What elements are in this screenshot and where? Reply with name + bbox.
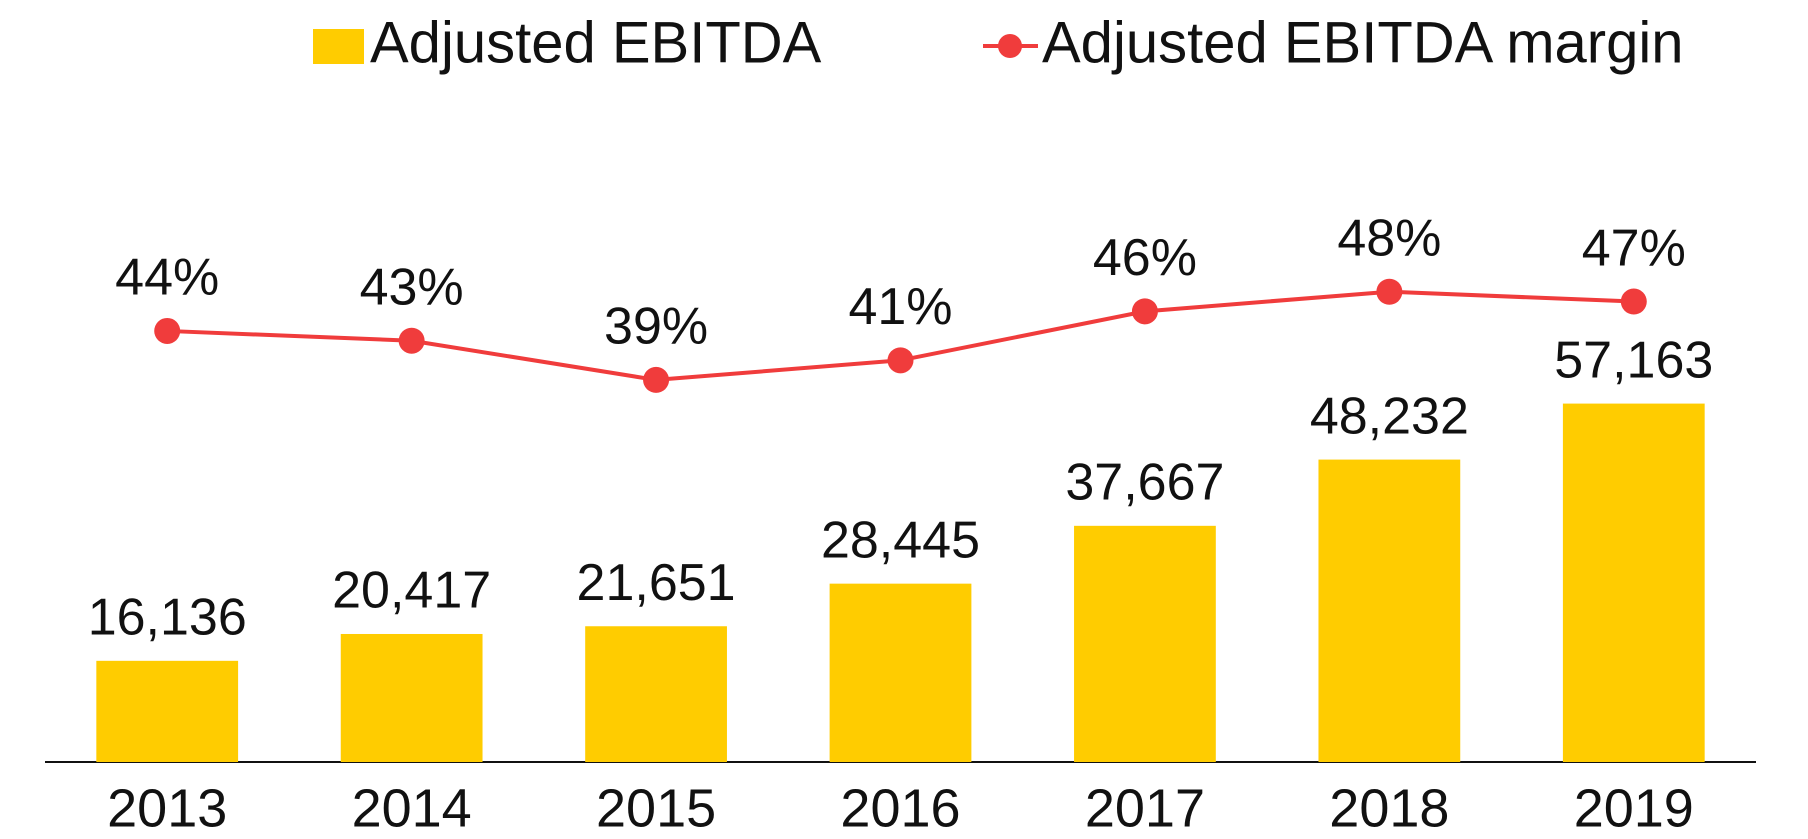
line-marker [1131,298,1158,325]
data-label: 21,651 [577,554,736,612]
data-label: 28,445 [821,511,980,569]
bar [96,660,239,762]
data-label: 43% [360,258,464,316]
data-label: 57,163 [1554,331,1713,389]
legend-label: Adjusted EBITDA margin [1042,10,1684,75]
line-marker [398,327,425,354]
line-marker [1376,278,1403,305]
line-marker [154,317,181,344]
x-tick-label: 2017 [1085,778,1205,838]
data-label: 20,417 [332,562,491,620]
data-label: 46% [1093,229,1197,287]
bar [1562,403,1705,762]
data-label: 39% [604,298,708,356]
data-label: 48% [1337,209,1441,267]
x-tick-label: 2016 [840,778,960,838]
data-label: 47% [1582,219,1686,277]
x-tick-label: 2014 [352,778,472,838]
bar [340,633,483,762]
line-marker [887,347,914,374]
x-tick-label: 2015 [596,778,716,838]
data-label: 44% [115,249,219,307]
data-label: 41% [848,278,952,336]
bar [585,626,727,762]
bar [829,583,972,762]
bar [1074,525,1216,762]
line-marker [1620,288,1647,315]
legend-marker [998,34,1022,58]
data-label: 48,232 [1310,387,1469,445]
legend-swatch [313,29,364,64]
x-tick-label: 2013 [107,778,227,838]
bar [1318,459,1461,762]
x-tick-label: 2018 [1329,778,1449,838]
data-label: 16,136 [88,589,247,647]
legend-label: Adjusted EBITDA [370,10,822,75]
data-label: 37,667 [1065,454,1224,512]
line-marker [643,366,670,393]
x-tick-label: 2019 [1574,778,1694,838]
